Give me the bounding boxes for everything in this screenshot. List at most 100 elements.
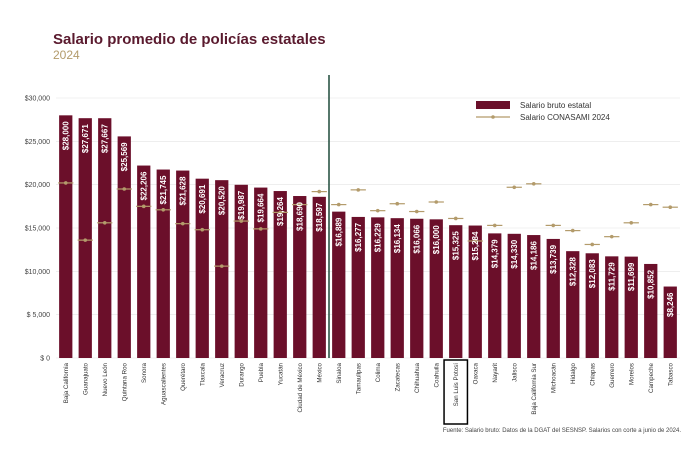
category-label: México [316,362,323,382]
bar-value-label: $18,690 [296,201,305,230]
conasami-marker-dot [336,202,341,207]
bar-value-label: $21,628 [179,176,188,205]
bar [59,115,73,358]
conasami-marker-dot [375,208,380,213]
bar [273,191,287,358]
legend: Salario bruto estatal Salario CONASAMI 2… [476,101,610,122]
conasami-marker-dot [278,210,283,215]
conasami-marker-dot [239,219,244,223]
bar-value-label: $21,745 [159,175,168,204]
y-tick-label: $25,000 [25,139,50,146]
category-label: Quintana Roo [121,362,128,401]
bar-value-label: $20,691 [198,184,207,213]
bar [156,169,170,358]
bar-value-label: $14,186 [530,241,539,270]
bar [644,263,658,358]
bar-value-label: $27,671 [81,124,90,153]
bar [215,180,229,358]
conasami-marker-dot [258,227,263,231]
conasami-marker-dot [317,189,322,194]
bar [429,219,443,358]
y-tick-label: $ 0 [40,356,50,363]
highlight-box [443,359,469,425]
bar [605,256,619,358]
conasami-marker-dot [141,204,146,209]
bar [390,218,404,358]
chart-title: Salario promedio de policías estatales [53,31,326,48]
category-label: Nayarit [492,363,499,383]
bar-value-label: $19,664 [257,193,266,222]
bar [98,118,112,358]
bar [351,216,365,358]
conasami-marker-dot [434,200,439,204]
category-label: Yucatán [277,362,284,385]
conasami-marker-dot [570,228,575,233]
bar [371,217,385,358]
chart-subtitle: 2024 [53,48,80,62]
category-label: Hidalgo [570,362,577,384]
category-label: Tamaulipas [355,363,362,394]
bar [117,136,131,358]
bar [507,233,521,358]
category-label: Tabasco [667,362,674,386]
bar [468,225,482,358]
conasami-marker-dot [102,221,107,225]
bar-value-label: $16,277 [354,222,363,251]
bar [312,196,326,358]
category-label: San Luis Potosí [453,363,460,407]
bar [293,196,307,358]
conasami-marker-dot [395,201,400,206]
bar [176,170,190,358]
conasami-marker-dot [590,242,595,247]
category-label: Oaxaca [472,362,479,384]
category-label: Puebla [258,362,265,382]
bar [332,211,346,358]
bar-value-label: $10,852 [647,269,656,298]
conasami-marker-dot [551,223,556,228]
conasami-marker-dot [219,264,224,268]
bar [585,253,599,358]
bar-value-label: $15,284 [471,231,480,260]
conasami-marker-dot [414,209,419,214]
category-label: Baja California [63,362,70,403]
category-label: Aguascalientes [160,363,167,405]
category-label: Ciudad de México [297,362,304,412]
category-label: Michoacán [550,362,557,392]
y-tick-label: $30,000 [25,96,50,103]
bar [234,184,248,358]
conasami-marker-dot [122,187,127,191]
bar-value-label: $28,000 [62,121,71,150]
conasami-marker-dot [297,202,302,207]
category-label: Querétaro [180,362,187,390]
bar-value-label: $12,083 [588,259,597,288]
legend-swatch-bruto [476,101,510,109]
conasami-marker-dot [356,188,361,192]
bar [624,256,638,358]
bar-value-label: $11,699 [627,262,636,291]
conasami-marker-dot [512,185,517,190]
bar-value-label: $8,246 [666,292,675,317]
bar-value-label: $16,134 [393,224,402,253]
legend-label-conasami: Salario CONASAMI 2024 [520,113,610,122]
bar-value-label: $22,206 [140,171,149,200]
category-label: Morelos [628,363,635,385]
conasami-marker-dot [161,208,166,212]
bar [78,118,92,359]
category-label: Sinaloa [336,362,343,383]
conasami-marker-dot [180,221,185,226]
category-label: Durango [238,362,245,386]
bar-value-label: $19,264 [276,196,285,225]
source-note: Fuente: Salario bruto: Datos de la DGAT … [443,428,681,434]
category-label: Campeche [648,362,655,392]
conasami-marker-dot [668,205,673,209]
legend-label-bruto: Salario bruto estatal [520,101,591,110]
conasami-marker-dot [83,238,88,242]
bar [566,251,580,358]
category-label: Tlaxcala [199,362,206,386]
bar-value-label: $18,597 [315,202,324,231]
conasami-markers [58,181,678,268]
legend-marker-conasami [491,115,495,119]
category-label: Colima [375,362,382,382]
value-labels: $28,000 $27,671 $27,667 $25,569 $22,206 $21,7… [62,121,676,317]
